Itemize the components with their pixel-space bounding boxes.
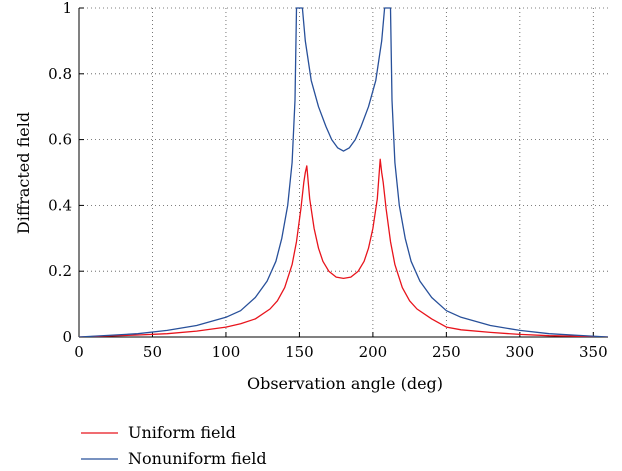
y-tick-label: 0.4: [48, 196, 72, 214]
y-tick-label: 0.8: [48, 65, 72, 83]
x-tick-label: 350: [579, 343, 608, 361]
grid: [79, 7, 608, 337]
y-tick-label: 0: [62, 328, 72, 346]
series-line-uniform-field: [79, 158, 608, 337]
y-tick-label: 1: [62, 0, 72, 17]
x-tick-label: 50: [143, 343, 162, 361]
series-lines: [79, 7, 608, 337]
x-tick-label: 250: [432, 343, 461, 361]
y-axis-label: Diffracted field: [14, 112, 33, 234]
x-axis-label: Observation angle (deg): [247, 374, 443, 393]
x-tick-label: 200: [359, 343, 388, 361]
y-tick-label: 0.2: [48, 262, 72, 280]
x-ticks: 0 50 100 150 200 250 300 350: [74, 332, 608, 361]
x-tick-label: 150: [285, 343, 314, 361]
legend-label-uniform: Uniform field: [128, 423, 236, 442]
x-tick-label: 100: [212, 343, 241, 361]
x-tick-label: 300: [506, 343, 535, 361]
series-line-nonuniform-field: [79, 7, 608, 337]
legend: Uniform field Nonuniform field: [81, 423, 267, 468]
axes: [78, 8, 608, 338]
x-tick-label: 0: [74, 343, 84, 361]
y-tick-label: 0.6: [48, 131, 72, 149]
legend-label-nonuniform: Nonuniform field: [128, 449, 267, 468]
y-ticks: 0 0.2 0.4 0.6 0.8 1: [48, 0, 84, 346]
